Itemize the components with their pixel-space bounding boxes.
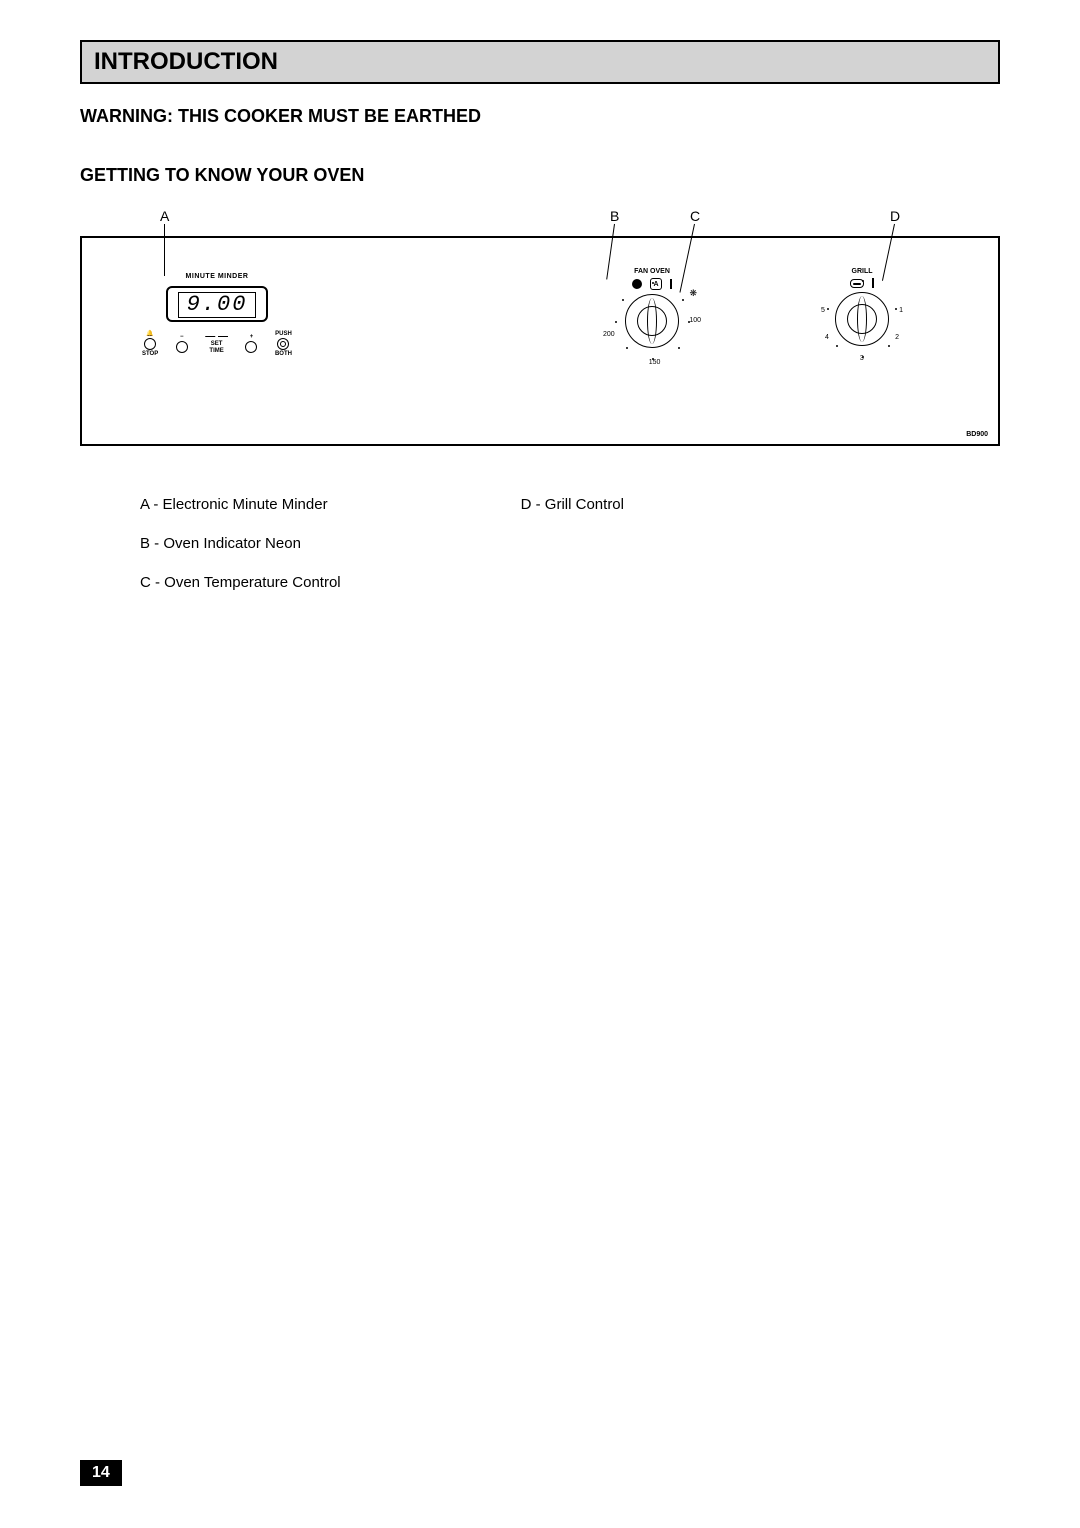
callout-b: B xyxy=(610,208,619,224)
legend-d: D - Grill Control xyxy=(521,496,624,513)
minute-minder-label: MINUTE MINDER xyxy=(137,273,297,280)
grill-label: GRILL xyxy=(802,268,922,275)
set-label: SET xyxy=(211,341,223,347)
tick-200: 200 xyxy=(603,331,615,338)
tick-100: 100 xyxy=(689,317,701,324)
legend-b: B - Oven Indicator Neon xyxy=(140,535,341,552)
grill-tick-1: 1 xyxy=(899,307,903,314)
both-label: BOTH xyxy=(275,351,292,357)
callout-d: D xyxy=(890,208,900,224)
minute-minder-display: 9.00 xyxy=(178,292,257,318)
stop-button[interactable]: 🔔 STOP xyxy=(142,330,158,357)
control-panel-diagram: MINUTE MINDER 9.00 🔔 STOP − — — SET TIME… xyxy=(80,236,1000,446)
minute-minder: MINUTE MINDER 9.00 🔔 STOP − — — SET TIME… xyxy=(137,273,297,357)
bell-icon: 🔔 xyxy=(146,330,153,337)
tick-150: 150 xyxy=(649,359,661,366)
section-header: INTRODUCTION xyxy=(80,40,1000,84)
stop-label: STOP xyxy=(142,351,158,357)
legend: A - Electronic Minute Minder B - Oven In… xyxy=(140,496,1000,613)
grill-tick-3: 3 xyxy=(860,355,864,362)
legend-col-right: D - Grill Control xyxy=(521,496,624,613)
minus-button[interactable]: − xyxy=(176,334,188,353)
callout-c: C xyxy=(690,208,700,224)
legend-c: C - Oven Temperature Control xyxy=(140,574,341,591)
oven-temperature-knob[interactable]: ❋ 100 150 200 xyxy=(625,294,679,348)
legend-col-left: A - Electronic Minute Minder B - Oven In… xyxy=(140,496,341,613)
plus-label: + xyxy=(250,334,254,340)
warning-text: WARNING: THIS COOKER MUST BE EARTHED xyxy=(80,106,1000,127)
minute-minder-buttons: 🔔 STOP − — — SET TIME + PUSH BOTH xyxy=(142,330,292,357)
push-label: PUSH xyxy=(275,331,292,337)
subsection-title: GETTING TO KNOW YOUR OVEN xyxy=(80,165,1000,186)
fan-oven-control: FAN OVEN A ❋ 100 150 200 xyxy=(592,268,712,348)
grill-tick-5: 5 xyxy=(821,307,825,314)
callout-a: A xyxy=(160,208,169,224)
time-label: TIME xyxy=(209,348,223,354)
model-code: BD900 xyxy=(966,431,988,438)
fan-icon: ❋ xyxy=(689,288,697,299)
legend-a: A - Electronic Minute Minder xyxy=(140,496,341,513)
plus-button[interactable]: + xyxy=(245,334,257,353)
minus-label: − xyxy=(180,334,184,340)
grill-control: GRILL 1 2 3 4 5 xyxy=(802,268,922,346)
grill-tick-2: 2 xyxy=(895,334,899,341)
grill-knob[interactable]: 1 2 3 4 5 xyxy=(835,292,889,346)
page-number: 14 xyxy=(80,1460,122,1486)
push-both-button[interactable]: PUSH BOTH xyxy=(275,331,292,357)
minute-minder-frame: 9.00 xyxy=(166,286,269,322)
fan-oven-label: FAN OVEN xyxy=(592,268,712,275)
grill-tick-4: 4 xyxy=(825,334,829,341)
